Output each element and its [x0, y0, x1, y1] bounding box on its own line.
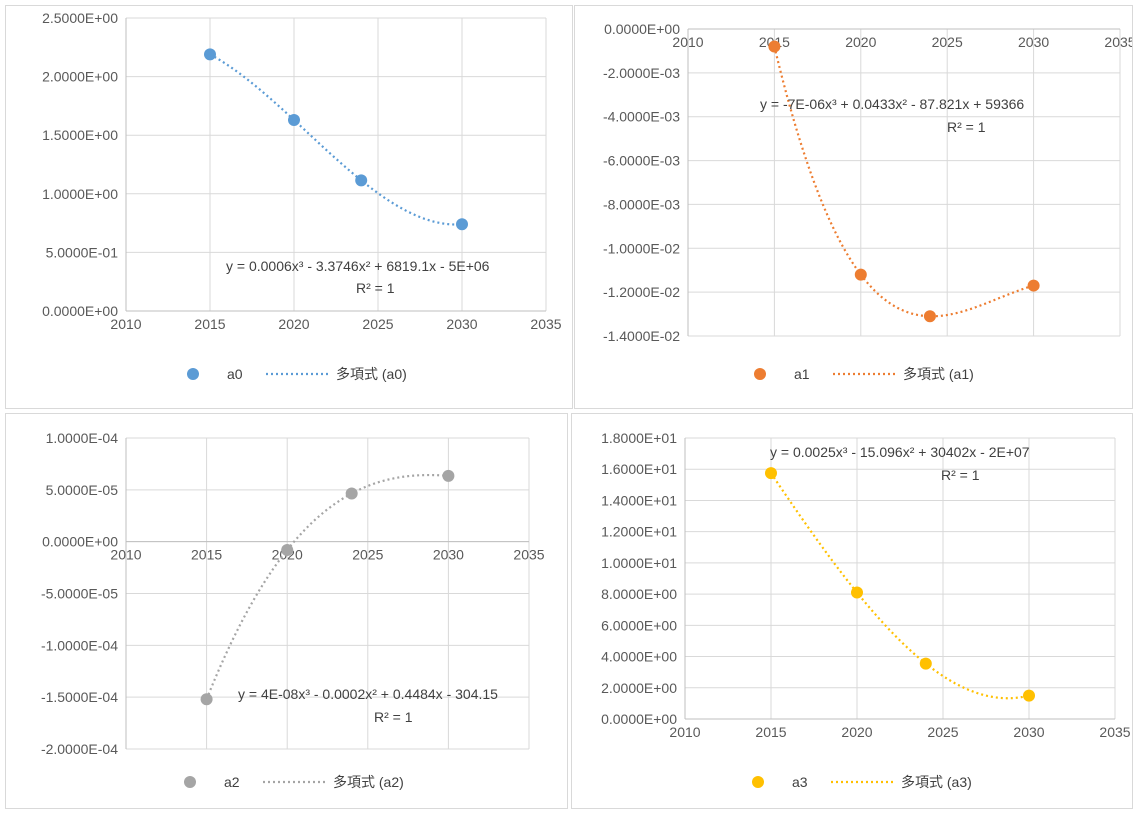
y-tick-label: 1.0000E+01 [601, 555, 677, 571]
y-tick-label: 2.0000E+00 [42, 69, 118, 85]
chart-a1: 201020152020202520302035-1.4000E-02-1.20… [603, 21, 1136, 382]
y-tick-label: -4.0000E-03 [603, 109, 680, 125]
trendline-polynomial [205, 473, 449, 700]
y-tick-label: 4.0000E+00 [601, 649, 677, 665]
y-tick-label: -2.0000E-03 [603, 65, 680, 81]
chart-a0-panel: 2010 2015 2020 2025 2030 2035 0.0000E+00 5.0000… [5, 5, 573, 409]
trendline-polynomial [770, 472, 1030, 700]
x-tick-label: 2020 [841, 724, 872, 740]
data-point [1027, 279, 1040, 292]
y-tick-label: 1.4000E+01 [601, 492, 677, 508]
x-tick-label: 2010 [669, 724, 700, 740]
y-tick-label: 2.0000E+00 [601, 680, 677, 696]
legend-label-series: a1 [794, 366, 810, 382]
trendline-polynomial [773, 46, 1034, 318]
legend-label-trendline: 多項式 (a0) [336, 366, 407, 382]
y-tick-label: -1.0000E-02 [603, 240, 680, 256]
chart-a3-panel: 2010 2015 2020 2025 2030 2035 0.0000E+00 2.0000… [571, 413, 1133, 809]
data-point [851, 586, 863, 599]
x-tick-label: 2035 [1104, 34, 1132, 50]
y-tick-label: 1.6000E+01 [601, 461, 677, 477]
x-tick-label: 2020 [278, 316, 309, 332]
data-point [456, 218, 468, 231]
y-tick-label: 1.2000E+01 [601, 524, 677, 540]
y-tick-label: 1.5000E+00 [42, 127, 118, 143]
legend-label-trendline: 多項式 (a3) [901, 774, 972, 790]
chart-a2: 201020152020202520302035-2.0000E-04-1.50… [41, 430, 545, 790]
legend-label-series: a2 [224, 774, 240, 790]
data-point [919, 657, 932, 670]
trendline-equation: y = 0.0025x³ - 15.096x² + 30402x - 2E+07 [770, 444, 1030, 460]
x-tick-label: 2030 [433, 547, 464, 563]
trendline-r2: R² = 1 [941, 467, 980, 483]
x-tick-label: 2035 [513, 547, 544, 563]
data-point [1023, 689, 1035, 702]
legend-label-trendline: 多項式 (a2) [333, 774, 404, 790]
legend-marker [752, 776, 764, 788]
legend-label-series: a0 [227, 366, 243, 382]
y-tick-label: -8.0000E-03 [603, 196, 680, 212]
y-tick-label: 1.0000E-04 [46, 430, 119, 446]
x-tick-label: 2030 [1018, 34, 1049, 50]
y-tick-label: 5.0000E-05 [46, 482, 119, 498]
y-tick-label: 0.0000E+00 [601, 711, 677, 727]
chart-a1-panel: 201020152020202520302035-1.4000E-02-1.20… [574, 5, 1136, 409]
y-tick-label: 0.0000E+00 [604, 21, 680, 37]
data-point [204, 48, 216, 61]
x-tick-label: 2010 [110, 316, 141, 332]
x-tick-label: 2025 [362, 316, 393, 332]
trendline-r2: R² = 1 [947, 119, 986, 135]
y-tick-label: 0.0000E+00 [42, 534, 118, 550]
y-tick-label: -6.0000E-03 [603, 153, 680, 169]
x-tick-label: 2030 [446, 316, 477, 332]
data-point [765, 467, 777, 480]
y-tick-label: 6.0000E+00 [601, 617, 677, 633]
trendline-equation: y = 0.0006x³ - 3.3746x² + 6819.1x - 5E+0… [226, 258, 490, 274]
y-tick-label: -1.5000E-04 [41, 689, 118, 705]
x-tick-label: 2025 [927, 724, 958, 740]
legend-marker [187, 368, 199, 380]
y-tick-label: 2.5000E+00 [42, 10, 118, 26]
x-tick-label: 2020 [845, 34, 876, 50]
trendline-r2: R² = 1 [374, 709, 413, 725]
data-point [923, 310, 936, 323]
y-tick-label: -1.2000E-02 [603, 284, 680, 300]
y-tick-label: 1.0000E+00 [42, 186, 118, 202]
chart-a0: 2010 2015 2020 2025 2030 2035 0.0000E+00 5.0000… [42, 10, 562, 382]
y-tick-label: -1.0000E-04 [41, 637, 118, 653]
y-tick-label: 1.8000E+01 [601, 430, 677, 446]
data-point [442, 469, 455, 482]
data-point [200, 693, 213, 706]
legend-label-series: a3 [792, 774, 808, 790]
x-tick-label: 2015 [755, 724, 786, 740]
legend-label-trendline: 多項式 (a1) [903, 366, 974, 382]
trendline-r2: R² = 1 [356, 280, 395, 296]
x-tick-label: 2030 [1013, 724, 1044, 740]
y-tick-label: 8.0000E+00 [601, 586, 677, 602]
data-point [355, 174, 368, 187]
x-tick-label: 2035 [530, 316, 561, 332]
data-point [288, 113, 300, 126]
x-tick-label: 2015 [194, 316, 225, 332]
data-point [768, 40, 781, 53]
trendline-polynomial [209, 53, 463, 226]
y-tick-label: 0.0000E+00 [42, 303, 118, 319]
y-tick-label: -1.4000E-02 [603, 328, 680, 344]
y-tick-label: 5.0000E-01 [46, 244, 119, 260]
y-tick-label: -5.0000E-05 [41, 586, 118, 602]
data-point [281, 543, 294, 556]
legend-marker [754, 368, 766, 380]
data-point [854, 268, 867, 281]
x-tick-label: 2015 [191, 547, 222, 563]
x-tick-label: 2025 [932, 34, 963, 50]
x-tick-label: 2035 [1099, 724, 1130, 740]
chart-a3: 2010 2015 2020 2025 2030 2035 0.0000E+00 2.0000… [601, 430, 1131, 790]
trendline-equation: y = -7E-06x³ + 0.0433x² - 87.821x + 5936… [760, 96, 1024, 112]
trendline-equation: y = 4E-08x³ - 0.0002x² + 0.4484x - 304.1… [238, 686, 498, 702]
data-point [345, 487, 358, 500]
chart-a2-panel: 201020152020202520302035-2.0000E-04-1.50… [5, 413, 568, 809]
legend-marker [184, 776, 196, 788]
x-tick-label: 2025 [352, 547, 383, 563]
y-tick-label: -2.0000E-04 [41, 741, 118, 757]
